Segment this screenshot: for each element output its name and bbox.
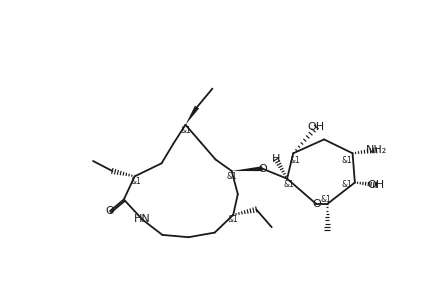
Polygon shape: [186, 106, 199, 125]
Text: &1: &1: [228, 215, 238, 224]
Text: OH: OH: [368, 180, 385, 190]
Text: &1: &1: [342, 156, 352, 165]
Text: &1: &1: [131, 176, 142, 185]
Text: O: O: [258, 164, 267, 174]
Text: &1: &1: [342, 180, 352, 189]
Text: O: O: [312, 199, 321, 209]
Text: NH₂: NH₂: [366, 145, 387, 155]
Text: O: O: [106, 206, 114, 216]
Polygon shape: [232, 166, 263, 171]
Text: HN: HN: [134, 214, 151, 224]
Text: &1: &1: [283, 180, 294, 189]
Text: OH: OH: [308, 122, 325, 132]
Text: &1: &1: [180, 126, 191, 135]
Text: &1: &1: [320, 195, 331, 204]
Text: H: H: [272, 154, 281, 165]
Text: &1: &1: [226, 172, 237, 181]
Text: &1: &1: [290, 156, 300, 165]
